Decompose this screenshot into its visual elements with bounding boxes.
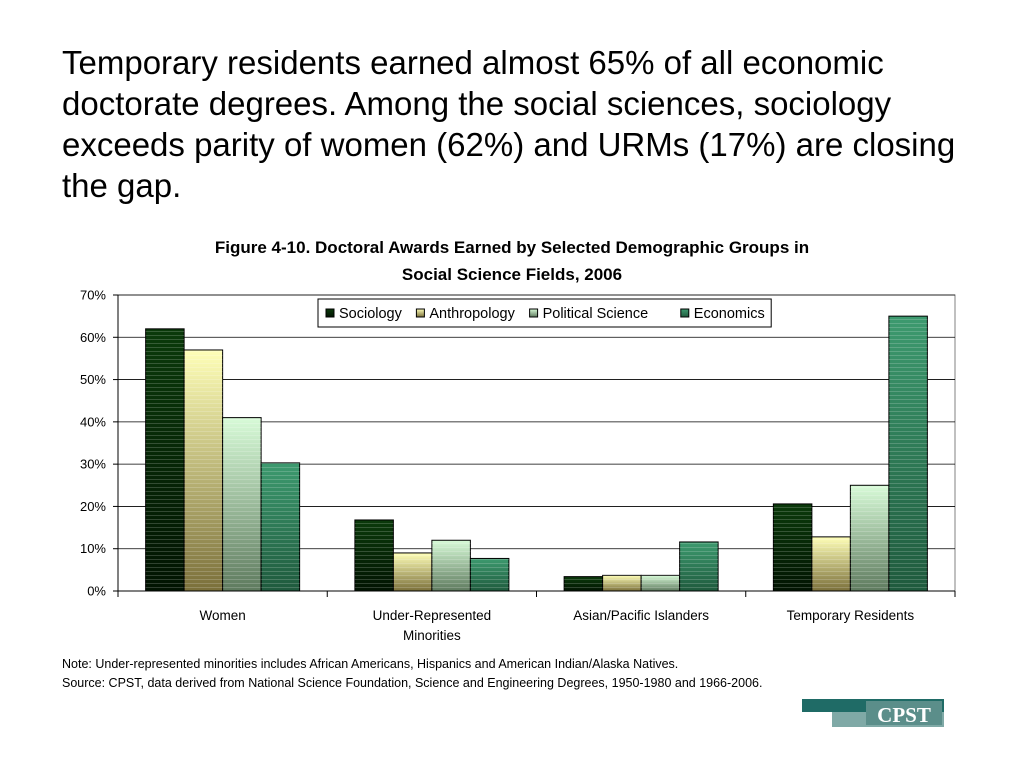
legend-swatch (325, 308, 335, 318)
note-text: Note: Under-represented minorities inclu… (62, 657, 679, 671)
footnotes: Note: Under-represented minorities inclu… (62, 655, 802, 693)
bar-chart: 0% 10% 20% 30% 40% 50% 60% 70% Women Under-Repres… (80, 288, 956, 643)
cpst-logo: CPST (802, 699, 944, 727)
headline: Temporary residents earned almost 65% of… (62, 44, 956, 204)
legend: Sociology Anthropology Political Science Ec… (317, 298, 772, 328)
legend-label: Economics (694, 306, 765, 322)
bar-texture (145, 328, 185, 591)
x-category-label: Asian/Pacific Islanders (573, 608, 709, 623)
x-category-label: Women (199, 608, 245, 623)
y-tick-label: 0% (87, 584, 106, 599)
logo-text: CPST (877, 703, 931, 727)
legend-label: Political Science (543, 306, 649, 322)
legend-swatch (415, 308, 425, 318)
bar-texture (393, 552, 432, 591)
bar-texture (354, 519, 394, 591)
y-tick-label: 70% (80, 288, 106, 303)
bar-texture (261, 462, 300, 591)
x-category-label: Temporary Residents (787, 608, 915, 623)
bar-texture (641, 575, 680, 591)
bar-texture (184, 349, 223, 591)
chart-title: Figure 4-10. Doctoral Awards Earned by S… (0, 234, 1024, 288)
bar-texture (470, 558, 509, 591)
bar-texture (431, 540, 471, 591)
y-tick-label: 20% (80, 499, 106, 514)
legend-box (317, 298, 772, 328)
bar-texture (888, 316, 928, 591)
bar-texture (222, 417, 262, 591)
bar-texture (602, 575, 642, 591)
y-tick-label: 30% (80, 457, 106, 472)
chart-title-line1: Figure 4-10. Doctoral Awards Earned by S… (214, 238, 810, 257)
bar-texture (850, 485, 889, 591)
x-category-label: Minorities (403, 628, 461, 643)
chart-title-line2: Social Science Fields, 2006 (401, 265, 623, 284)
bar-texture (564, 576, 603, 591)
legend-swatch (529, 308, 539, 318)
bar-texture (773, 503, 812, 591)
x-category-label: Under-Represented (373, 608, 492, 623)
source-text: Source: CPST, data derived from National… (62, 676, 763, 690)
y-tick-label: 60% (80, 330, 106, 345)
y-tick-label: 40% (80, 414, 106, 429)
legend-swatch (680, 308, 690, 318)
y-tick-label: 50% (80, 372, 106, 387)
y-tick-label: 10% (80, 541, 106, 556)
bar-texture (679, 541, 719, 591)
legend-label: Anthropology (429, 306, 515, 322)
bar-texture (811, 536, 851, 591)
legend-label: Sociology (339, 306, 403, 322)
